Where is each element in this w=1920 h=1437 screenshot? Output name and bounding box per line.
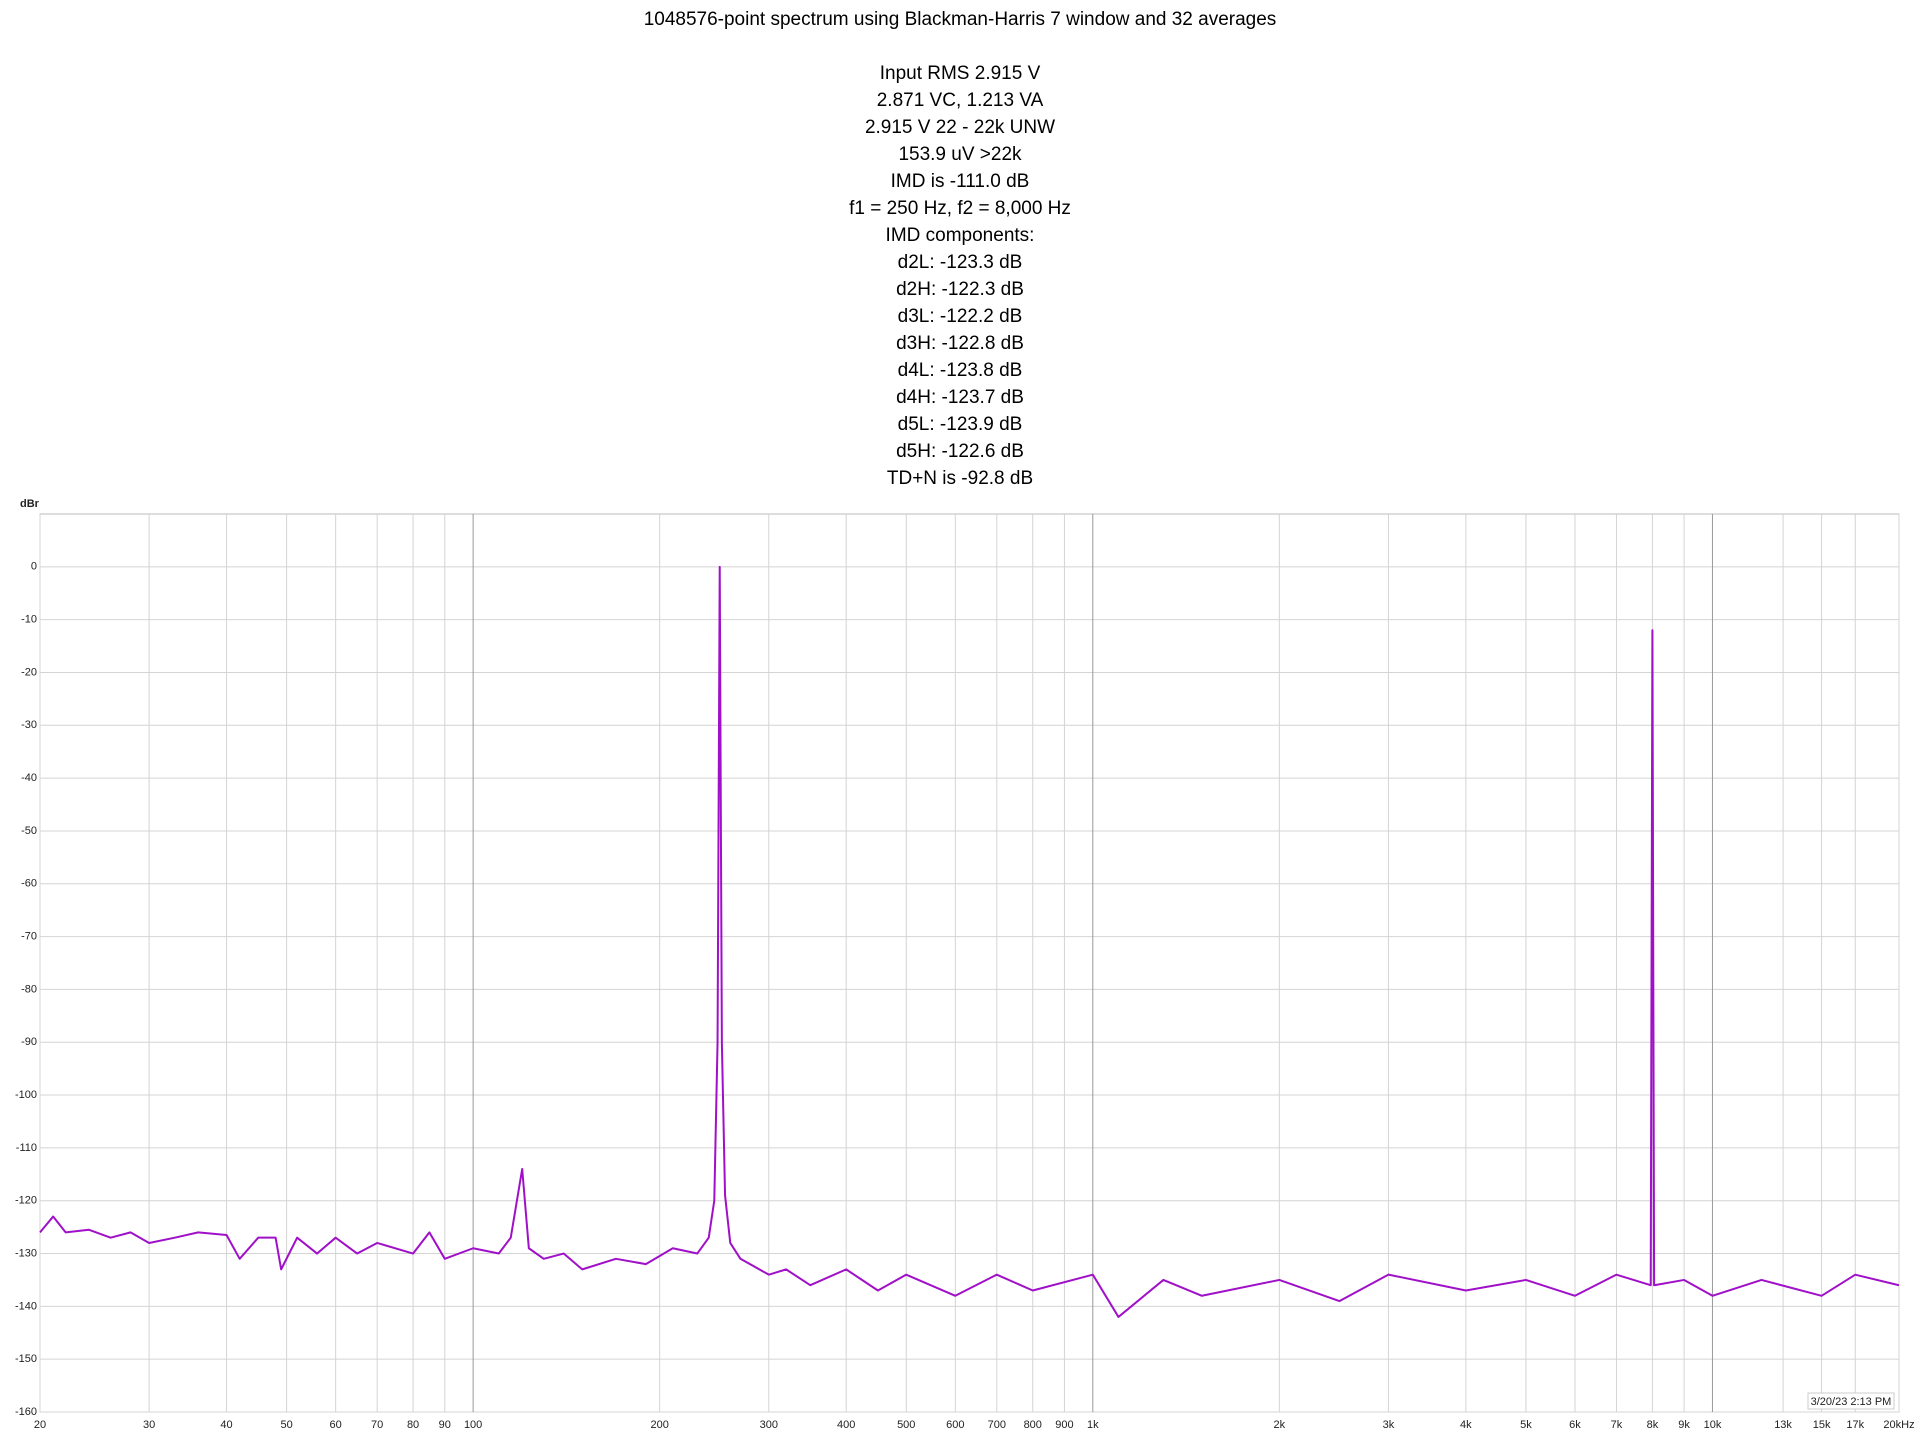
timestamp-box bbox=[1807, 1392, 1895, 1410]
annotation: d4L: -123.8 dB bbox=[898, 360, 1023, 381]
y-tick-label: -20 bbox=[21, 666, 37, 678]
annotation: IMD components: bbox=[886, 225, 1035, 246]
annotation: d5L: -123.9 dB bbox=[898, 414, 1023, 435]
annotation: IMD is -111.0 dB bbox=[891, 171, 1030, 192]
x-tick-label: 100 bbox=[464, 1419, 482, 1431]
y-tick-label: -30 bbox=[21, 719, 37, 731]
x-tick-label: 30 bbox=[143, 1419, 155, 1431]
x-tick-label: 20 bbox=[34, 1419, 46, 1431]
y-tick-label: -40 bbox=[21, 772, 37, 784]
plot-area bbox=[39, 513, 1900, 1413]
annotation: d5H: -122.6 dB bbox=[896, 441, 1024, 462]
annotation: d2L: -123.3 dB bbox=[898, 252, 1023, 273]
annotation: d3L: -122.2 dB bbox=[898, 306, 1023, 327]
x-tick-label: 15k bbox=[1813, 1419, 1831, 1431]
annotation: TD+N is -92.8 dB bbox=[887, 468, 1033, 489]
x-tick-label: 600 bbox=[946, 1419, 964, 1431]
x-tick-label: 700 bbox=[988, 1419, 1006, 1431]
x-tick-label: 2k bbox=[1274, 1419, 1286, 1431]
y-tick-label: -120 bbox=[15, 1195, 37, 1207]
annotation: Input RMS 2.915 V bbox=[880, 63, 1041, 84]
y-tick-label: -100 bbox=[15, 1089, 37, 1101]
y-tick-label: -130 bbox=[15, 1247, 37, 1259]
x-tick-label: 10k bbox=[1704, 1419, 1722, 1431]
chart-title: 1048576-point spectrum using Blackman-Ha… bbox=[644, 9, 1277, 30]
annotation: d4H: -123.7 dB bbox=[896, 387, 1024, 408]
x-tick-label: 20kHz bbox=[1883, 1419, 1914, 1431]
x-tick-label: 900 bbox=[1055, 1419, 1073, 1431]
x-tick-label: 7k bbox=[1611, 1419, 1623, 1431]
y-tick-label: -50 bbox=[21, 825, 37, 837]
x-tick-label: 50 bbox=[280, 1419, 292, 1431]
y-tick-label: -150 bbox=[15, 1353, 37, 1365]
x-tick-label: 3k bbox=[1383, 1419, 1395, 1431]
x-tick-label: 9k bbox=[1678, 1419, 1690, 1431]
annotation: 2.915 V 22 - 22k UNW bbox=[865, 117, 1055, 138]
x-tick-label: 800 bbox=[1024, 1419, 1042, 1431]
x-tick-label: 500 bbox=[897, 1419, 915, 1431]
spectrum-line bbox=[39, 565, 1900, 1318]
annotation: f1 = 250 Hz, f2 = 8,000 Hz bbox=[849, 198, 1071, 219]
x-tick-label: 8k bbox=[1647, 1419, 1659, 1431]
y-tick-label: -140 bbox=[15, 1300, 37, 1312]
annotation: 153.9 uV >22k bbox=[898, 144, 1022, 165]
x-tick-label: 70 bbox=[371, 1419, 383, 1431]
x-tick-label: 5k bbox=[1520, 1419, 1532, 1431]
y-tick-label: -110 bbox=[16, 1142, 37, 1154]
x-tick-label: 13k bbox=[1774, 1419, 1792, 1431]
y-tick-label: 0 bbox=[31, 561, 37, 573]
x-tick-label: 60 bbox=[330, 1419, 342, 1431]
x-tick-label: 80 bbox=[407, 1419, 419, 1431]
x-tick-label: 200 bbox=[650, 1419, 668, 1431]
y-tick-label: -80 bbox=[21, 983, 37, 995]
annotation: d2H: -122.3 dB bbox=[896, 279, 1024, 300]
y-tick-label: -60 bbox=[21, 878, 37, 890]
x-tick-label: 40 bbox=[220, 1419, 232, 1431]
y-tick-label: -160 bbox=[15, 1406, 37, 1418]
x-tick-label: 17k bbox=[1846, 1419, 1864, 1431]
y-tick-label: -70 bbox=[21, 930, 37, 942]
y-tick-label: -10 bbox=[21, 614, 37, 626]
x-tick-label: 400 bbox=[837, 1419, 855, 1431]
y-axis-label: dBr bbox=[20, 498, 40, 510]
annotation: d3H: -122.8 dB bbox=[896, 333, 1024, 354]
x-tick-label: 90 bbox=[439, 1419, 451, 1431]
annotation: 2.871 VC, 1.213 VA bbox=[877, 90, 1044, 111]
x-tick-label: 4k bbox=[1460, 1419, 1472, 1431]
x-tick-label: 1k bbox=[1087, 1419, 1099, 1431]
timestamp: 3/20/23 2:13 PM bbox=[1811, 1396, 1892, 1408]
x-tick-label: 300 bbox=[760, 1419, 778, 1431]
x-tick-label: 6k bbox=[1569, 1419, 1581, 1431]
y-tick-label: -90 bbox=[21, 1036, 37, 1048]
